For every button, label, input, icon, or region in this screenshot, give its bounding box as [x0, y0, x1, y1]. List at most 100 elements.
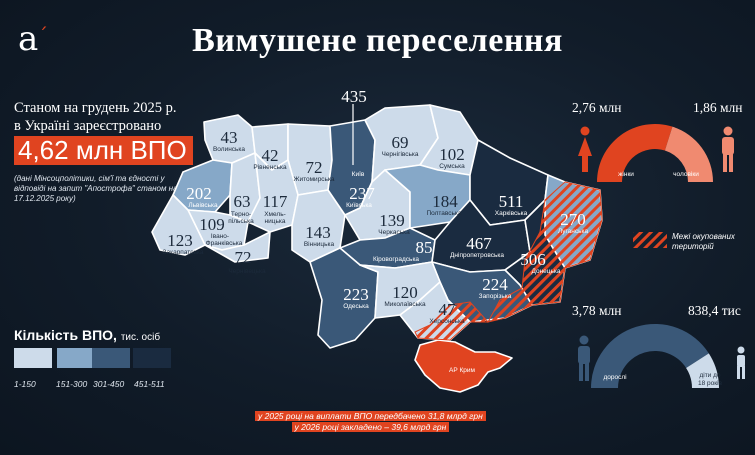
- value-ivanofrankivska: 109: [199, 215, 225, 234]
- women-label: жінки: [618, 170, 634, 178]
- value-kirovohradska: 85: [416, 238, 433, 257]
- name-kyivska: Київська: [346, 202, 372, 209]
- value-dnipropetrovska: 467: [466, 234, 492, 253]
- value-chernihivska: 69: [392, 133, 409, 152]
- legend-label-2: 151-300: [56, 379, 88, 389]
- name-ivanofrankivska-1: Івано-: [211, 233, 229, 240]
- value-cherkaska: 139: [379, 211, 405, 230]
- name-donetska: Донецька: [531, 268, 560, 275]
- occupied-legend-label-1: Межі окупованих: [672, 232, 736, 241]
- name-luhanska: Луганська: [558, 228, 589, 235]
- children-value: 838,4 тис: [688, 303, 741, 318]
- value-khmelnytska: 117: [263, 192, 288, 211]
- budget-footnote: у 2025 році на виплати ВПО передбачено 3…: [255, 411, 486, 433]
- gender-women-arc: [597, 123, 673, 182]
- name-sumska: Сумська: [439, 163, 465, 170]
- value-chernivetska: 72: [235, 248, 252, 267]
- name-cherkaska: Черкаська: [378, 229, 410, 236]
- name-dnipropetrovska: Дніпропетровська: [450, 251, 504, 259]
- budget-2025: у 2025 році на виплати ВПО передбачено 3…: [255, 411, 486, 421]
- name-kharkivska: Харківська: [495, 209, 528, 217]
- value-ternopilska: 63: [234, 192, 251, 211]
- gender-men-arc: [664, 126, 713, 182]
- name-khmelnytska-2: ницька: [265, 218, 286, 225]
- value-lvivska: 202: [186, 184, 212, 203]
- men-value: 1,86 млн: [693, 100, 743, 115]
- name-zhytomyrska: Житомирська: [293, 176, 334, 183]
- adults-label: дорослі: [603, 373, 626, 381]
- children-label-2: 18 років: [698, 379, 723, 387]
- man-icon: [722, 126, 734, 172]
- value-kyiv-city: 435: [341, 87, 367, 106]
- adult-icon: [578, 335, 590, 381]
- legend-title: Кількість ВПО, тис. осіб: [14, 327, 160, 343]
- occupied-overlay-east: [487, 181, 603, 323]
- value-luhanska: 270: [560, 210, 586, 229]
- logo-letter: a: [18, 19, 39, 59]
- age-adults-arc: [591, 324, 709, 388]
- value-kyivska: 237: [349, 184, 375, 203]
- value-sumska: 102: [439, 145, 465, 164]
- legend-swatch-4: [133, 348, 171, 368]
- legend-label-3: 301-450: [93, 379, 125, 389]
- budget-2026: у 2026 році закладено – 39,6 млрд грн: [291, 422, 450, 432]
- name-rivnenska: Рівненська: [253, 163, 287, 171]
- value-zakarpatska: 123: [167, 231, 193, 250]
- women-value: 2,76 млн: [572, 100, 622, 115]
- value-vinnytska: 143: [305, 223, 331, 242]
- name-kirovohradska: Кіровоградська: [373, 255, 419, 263]
- logo: a ´: [18, 19, 48, 59]
- intro-line-2: в Україні зареєстровано: [14, 118, 162, 134]
- value-odeska: 223: [343, 285, 369, 304]
- child-icon: [737, 346, 745, 379]
- region-odeska: [309, 247, 379, 349]
- region-chernivetska: [204, 231, 271, 263]
- men-label: чоловіки: [673, 170, 699, 178]
- name-zakarpatska: Закарпатська: [163, 249, 204, 256]
- value-rivnenska: 42: [262, 146, 279, 165]
- name-poltavska: Полтавська: [426, 210, 461, 217]
- legend-label-1: 1-150: [14, 379, 36, 389]
- name-ivanofrankivska-2: Франківська: [206, 239, 243, 247]
- value-mykolaivska: 120: [392, 283, 418, 302]
- total-idp-badge: 4,62 млн ВПО: [14, 136, 193, 165]
- name-vinnytska: Вінницька: [304, 240, 335, 248]
- name-chernivetska: Чернівецька: [228, 267, 266, 275]
- intro-text: Станом на грудень 2025 р. в Україні заре…: [14, 99, 194, 135]
- value-volynska: 43: [221, 128, 238, 147]
- age-children-arc: [686, 353, 719, 388]
- occupied-legend-swatch: [633, 232, 667, 248]
- region-crimea: [414, 339, 513, 393]
- legend-title-text: Кількість ВПО,: [14, 327, 117, 343]
- legend-label-4: 451-511: [134, 379, 165, 389]
- occupied-overlay-south: [414, 301, 490, 341]
- logo-accent-icon: ´: [38, 23, 48, 47]
- legend-unit: тис. осіб: [120, 332, 161, 343]
- value-kharkivska: 511: [499, 192, 524, 211]
- page-title: Вимушене переселення: [192, 22, 563, 59]
- name-volynska: Волинська: [213, 146, 245, 153]
- value-zhytomyrska: 72: [306, 158, 323, 177]
- occupied-legend-label-2: територій: [672, 242, 714, 251]
- name-khersonska: Херсонська: [429, 318, 465, 325]
- value-zaporizka: 224: [482, 275, 508, 294]
- name-lvivska: Львівська: [188, 201, 218, 209]
- woman-icon: [578, 126, 592, 172]
- source-note: (дані Мінсоцполітики, сім'ї та єдності у…: [14, 174, 178, 203]
- value-khersonska: 47: [439, 300, 457, 319]
- name-ternopilska-1: Терно-: [231, 211, 251, 218]
- name-chernihivska: Чернігівська: [381, 150, 418, 158]
- kyiv-city-name: Київ: [352, 171, 365, 178]
- name-khmelnytska-1: Хмель-: [264, 211, 286, 218]
- legend-swatch-3: [92, 348, 130, 368]
- name-odeska: Одеська: [343, 303, 369, 310]
- intro-line-1: Станом на грудень 2025 р.: [14, 100, 177, 116]
- name-zaporizka: Запорізька: [479, 292, 512, 300]
- adults-value: 3,78 млн: [572, 303, 622, 318]
- name-crimea: АР Крим: [449, 367, 476, 374]
- legend-swatch-1: [14, 348, 52, 368]
- children-label-1: діти до: [699, 371, 720, 379]
- name-ternopilska-2: пільська: [228, 217, 254, 225]
- value-poltavska: 184: [432, 192, 458, 211]
